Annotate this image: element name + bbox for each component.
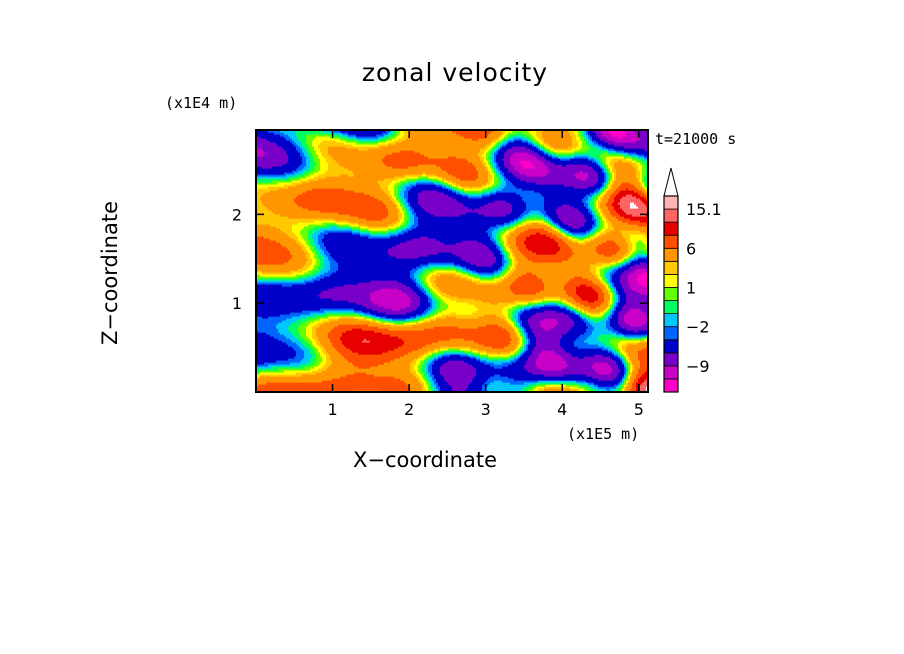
contour-figure: 1 2 3 4 512 15.161−2−9 <box>0 0 904 654</box>
figure: 1 2 3 4 5 1 2 15.1 6 1 −2 −9 zonal velocity (x1E4 m… <box>0 0 904 654</box>
